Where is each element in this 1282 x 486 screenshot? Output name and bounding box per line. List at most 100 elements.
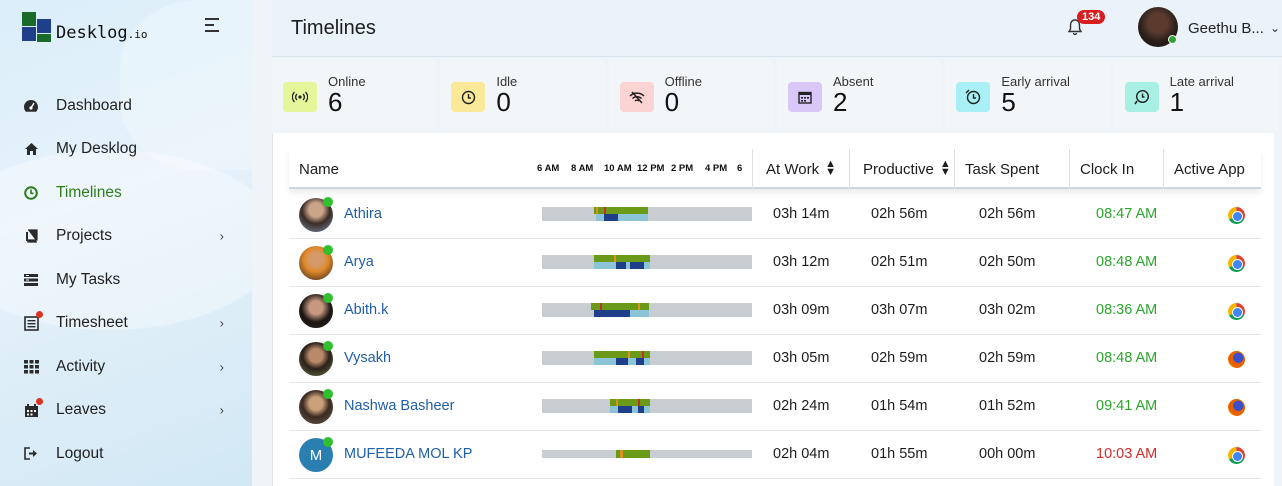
online-status-dot — [323, 245, 333, 255]
stat-label: Online — [328, 74, 366, 89]
wifi-off-icon — [619, 82, 654, 112]
stat-offline[interactable]: Offline 0 — [608, 60, 773, 130]
clock-in-value: 09:41 AM — [1096, 398, 1158, 414]
stat-value: 2 — [832, 87, 848, 117]
sidebar-item-timelines[interactable]: Timelines — [22, 171, 232, 215]
task-spent-value: 03h 02m — [979, 302, 1036, 318]
stat-absent[interactable]: Absent 2 — [776, 60, 942, 130]
online-status-dot — [1168, 35, 1177, 44]
task-spent-value: 02h 59m — [979, 350, 1036, 366]
online-status-dot — [323, 293, 333, 303]
sidebar-item-timesheet[interactable]: Timesheet › — [22, 302, 232, 346]
activity-timeline-bar[interactable] — [542, 351, 752, 365]
online-status-dot — [323, 341, 333, 351]
clock-in-value: 08:36 AM — [1096, 302, 1158, 318]
stat-value: 6 — [328, 87, 343, 117]
productive-value: 02h 51m — [871, 254, 928, 270]
productive-value: 01h 54m — [871, 398, 928, 414]
sidebar-item-label: Dashboard — [56, 96, 132, 114]
at-work-value: 02h 24m — [773, 398, 830, 414]
column-header-task-spent[interactable]: Task Spent — [965, 160, 1040, 178]
activity-timeline-bar[interactable] — [542, 303, 752, 317]
time-tick: 4 PM — [705, 163, 728, 174]
chevron-right-icon: › — [219, 359, 224, 375]
employee-name-link[interactable]: Arya — [344, 254, 374, 270]
at-work-value: 03h 14m — [773, 206, 830, 222]
menu-toggle-icon[interactable] — [205, 18, 221, 32]
at-work-value: 03h 12m — [773, 254, 830, 270]
brand-name: Desklog — [56, 23, 128, 43]
brand-logo[interactable]: Desklog.io — [22, 12, 148, 42]
logo-icon — [22, 12, 52, 42]
at-work-value: 03h 05m — [773, 350, 830, 366]
column-header-clock-in[interactable]: Clock In — [1080, 160, 1135, 178]
employee-name-link[interactable]: Vysakh — [344, 350, 392, 366]
top-header: Timelines 134 Geethu B... ⌄ — [272, 0, 1282, 57]
page-title: Timelines — [291, 17, 376, 39]
stat-label: Idle — [496, 74, 518, 89]
sidebar-item-label: Timesheet — [56, 314, 128, 332]
table-header: Name 6 AM 8 AM 10 AM 12 PM 2 PM 4 PM 6 A… — [289, 149, 1261, 189]
clock-in-value: 08:48 AM — [1096, 254, 1158, 270]
task-spent-value: 00h 00m — [979, 446, 1036, 462]
sort-icon[interactable]: ▲ ▼ — [939, 158, 951, 178]
activity-timeline-bar[interactable] — [542, 399, 752, 413]
clock-in-value: 10:03 AM — [1096, 446, 1158, 462]
online-status-dot — [323, 197, 333, 207]
sidebar-item-activity[interactable]: Activity › — [22, 345, 232, 389]
chrome-icon — [1228, 207, 1245, 224]
column-header-name[interactable]: Name — [299, 160, 340, 178]
sidebar-item-projects[interactable]: Projects › — [22, 215, 232, 259]
sidebar-item-my-tasks[interactable]: My Tasks — [22, 258, 232, 302]
column-header-productive[interactable]: Productive ▲ ▼ — [863, 149, 951, 189]
chevron-down-icon[interactable]: ⌄ — [1270, 21, 1281, 35]
grid-icon — [22, 358, 40, 376]
chevron-right-icon: › — [219, 315, 224, 331]
idle-clock-icon — [451, 82, 486, 112]
table-row[interactable]: Athira 03h 14m 02h 56m 02h 56m 08:47 AM — [289, 191, 1261, 239]
tasks-icon — [22, 271, 40, 289]
sidebar-item-label: Projects — [56, 227, 112, 245]
employee-name-link[interactable]: Nashwa Basheer — [344, 398, 455, 414]
sidebar-item-label: My Desklog — [56, 140, 137, 158]
time-tick: 2 PM — [671, 163, 694, 174]
column-header-active-app[interactable]: Active App — [1174, 160, 1245, 178]
notification-count-badge[interactable]: 134 — [1077, 10, 1106, 24]
stat-idle[interactable]: Idle 0 — [440, 60, 605, 130]
timeline-table: Name 6 AM 8 AM 10 AM 12 PM 2 PM 4 PM 6 A… — [272, 133, 1274, 486]
stat-late-arrival[interactable]: Late arrival 1 — [1113, 60, 1278, 130]
notification-dot — [36, 398, 43, 406]
table-row[interactable]: Vysakh 03h 05m 02h 59m 02h 59m 08:48 AM — [289, 335, 1261, 383]
dashboard-icon — [22, 97, 40, 115]
sidebar-item-my-desklog[interactable]: My Desklog — [22, 128, 232, 172]
sidebar-item-logout[interactable]: Logout — [22, 432, 232, 476]
activity-timeline-bar[interactable] — [542, 207, 752, 221]
employee-name-link[interactable]: Athira — [344, 206, 382, 222]
employee-name-link[interactable]: Abith.k — [344, 302, 389, 318]
table-row[interactable]: Abith.k 03h 09m 03h 07m 03h 02m 08:36 AM — [289, 287, 1261, 335]
task-spent-value: 02h 50m — [979, 254, 1036, 270]
user-name[interactable]: Geethu B... — [1188, 20, 1264, 37]
sidebar-item-dashboard[interactable]: Dashboard — [22, 84, 232, 128]
calendar-icon — [787, 82, 822, 112]
sidebar-item-label: My Tasks — [56, 270, 121, 288]
sort-icon[interactable]: ▲ ▼ — [825, 158, 836, 178]
employee-name-link[interactable]: MUFEEDA MOL KP — [344, 446, 473, 462]
timesheet-icon — [22, 311, 43, 332]
stat-value: 0 — [496, 87, 511, 117]
column-header-at-work[interactable]: At Work ▲ ▼ — [766, 149, 836, 189]
table-row[interactable]: Arya 03h 12m 02h 51m 02h 50m 08:48 AM — [289, 239, 1261, 287]
stat-early-arrival[interactable]: Early arrival 5 — [945, 60, 1110, 130]
sidebar-item-leaves[interactable]: Leaves › — [22, 389, 232, 433]
sidebar-item-label: Activity — [56, 357, 106, 375]
time-tick: 12 PM — [637, 163, 665, 174]
stat-label: Absent — [832, 74, 874, 89]
activity-timeline-bar[interactable] — [542, 255, 752, 269]
stat-value: 0 — [664, 87, 680, 117]
column-label: At Work — [766, 160, 820, 178]
table-row[interactable]: Nashwa Basheer 02h 24m 01h 54m 01h 52m 0… — [289, 383, 1261, 431]
activity-timeline-bar[interactable] — [542, 450, 752, 458]
stat-online[interactable]: Online 6 — [272, 60, 437, 130]
chrome-icon — [1228, 447, 1245, 464]
table-row[interactable]: M MUFEEDA MOL KP 02h 04m 01h 55m 00h 00m… — [289, 431, 1261, 479]
